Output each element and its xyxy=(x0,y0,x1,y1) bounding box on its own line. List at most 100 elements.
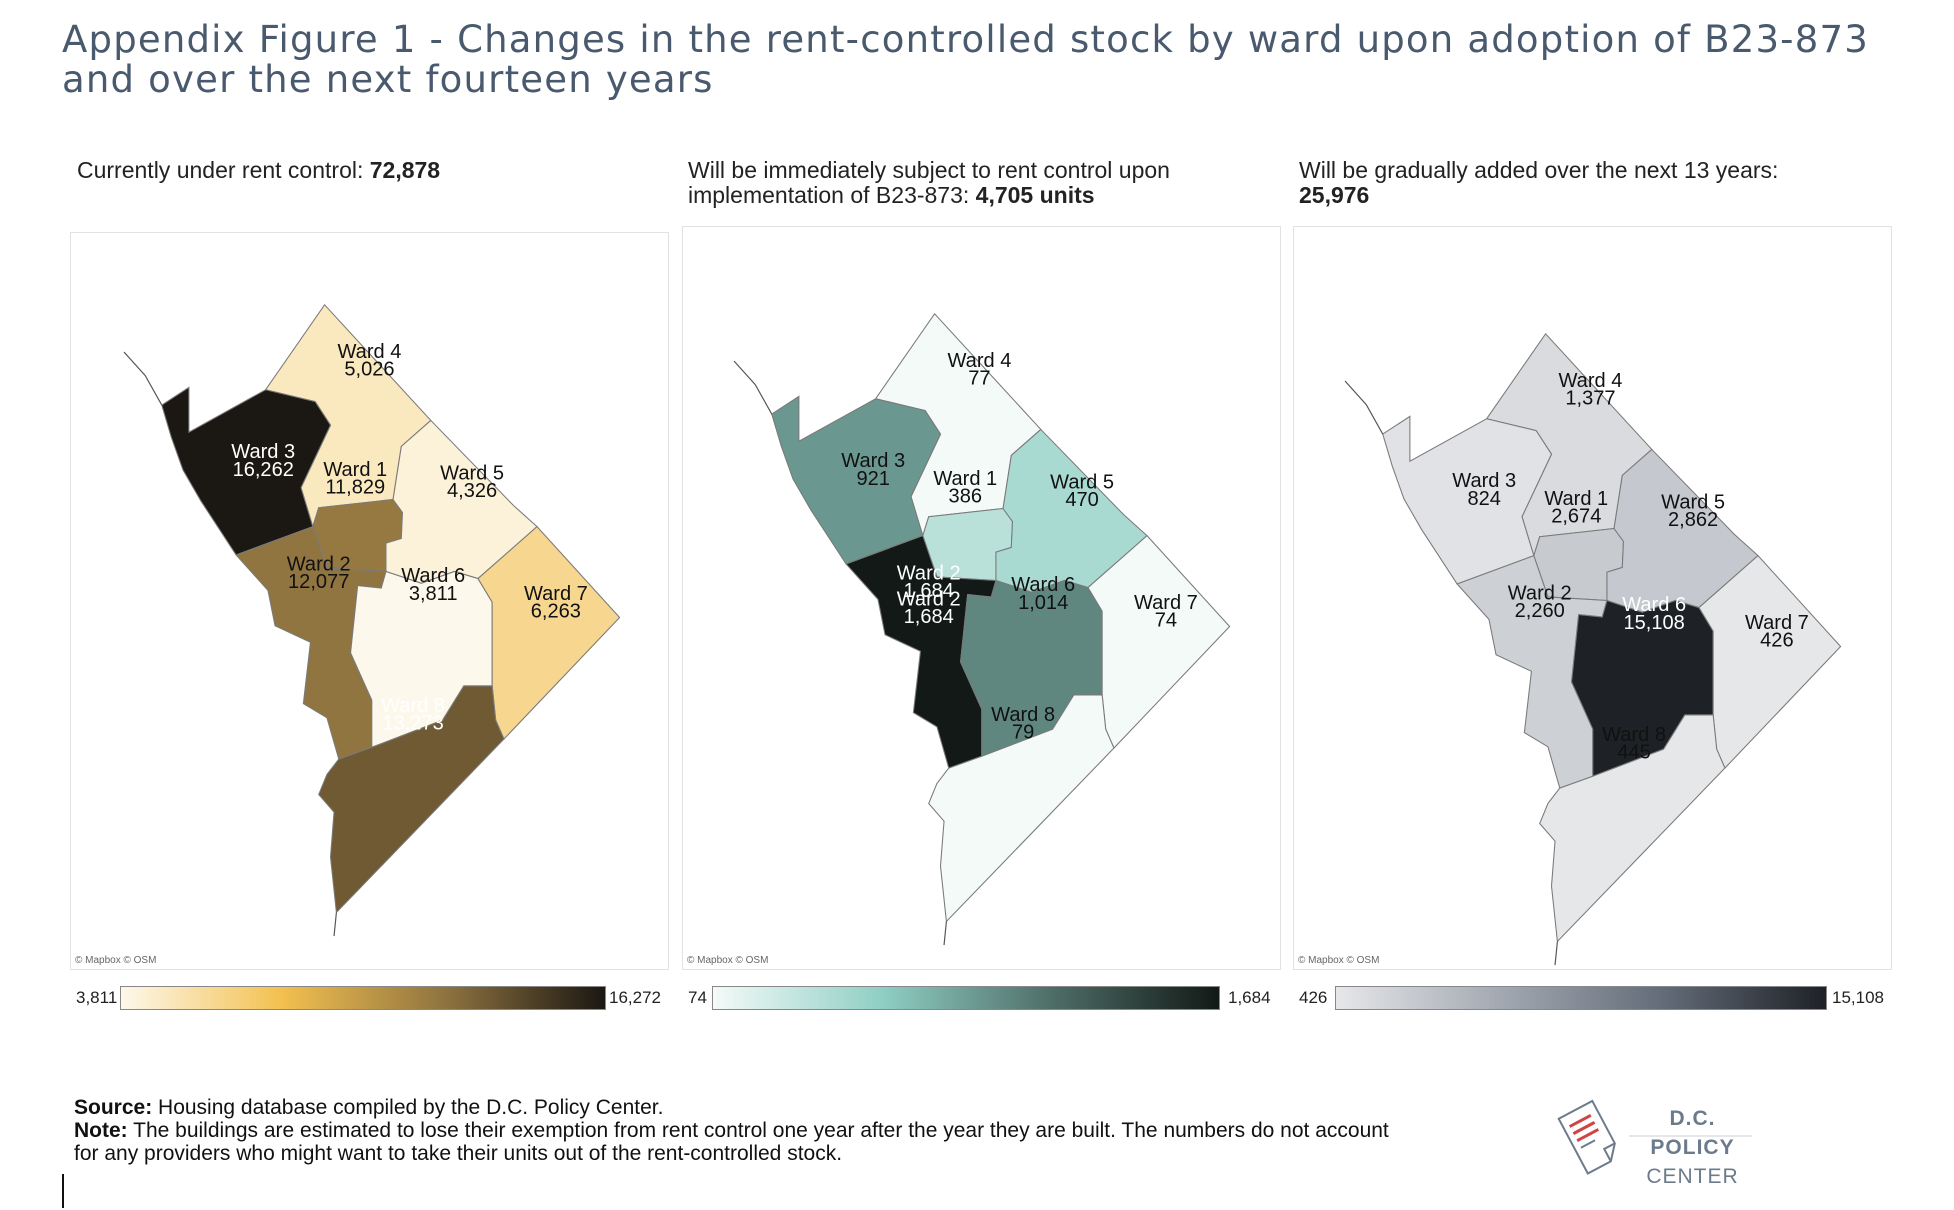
ward-label: Ward 2 1,684 xyxy=(897,588,961,628)
ward-region-ward-8[interactable] xyxy=(318,685,505,914)
ward-name: Ward 1 xyxy=(323,459,387,481)
ward-region-ward-3[interactable] xyxy=(161,386,332,556)
panel-2-title-prefix: Will be immediately subject to rent cont… xyxy=(688,157,1170,208)
panel-2-total: 4,705 units xyxy=(975,182,1095,208)
ward-value: 74 xyxy=(1155,610,1177,632)
ward-value: 386 xyxy=(949,486,982,508)
legend-1: 3,811 16,272 xyxy=(76,986,666,1010)
panel-3-total: 25,976 xyxy=(1299,182,1370,208)
ward-value: 77 xyxy=(968,368,990,390)
ward-region-ward-3[interactable] xyxy=(771,395,942,565)
ward-label: Ward 7 426 xyxy=(1745,612,1809,652)
map-panel-3[interactable]: Ward 4 1,377 Ward 3 824 Ward 1 2,674 Ward 5 2,8… xyxy=(1293,226,1892,970)
ward-label: Ward 4 5,026 xyxy=(338,341,402,381)
ward-value: 921 xyxy=(857,468,890,490)
ward-name: Ward 4 xyxy=(1559,370,1623,392)
ward-value: 11,829 xyxy=(325,477,385,499)
ward-label: Ward 6 1,014 xyxy=(1011,574,1075,614)
ward-name: Ward 7 xyxy=(524,583,588,605)
note-line: Note: The buildings are estimated to los… xyxy=(74,1119,1414,1165)
map-panel-1[interactable]: Ward 4 5,026 Ward 3 16,262 Ward 1 11,829 Ward … xyxy=(70,232,669,970)
river-line xyxy=(123,351,337,937)
river-line xyxy=(1344,380,1558,966)
panel-2-title: Will be immediately subject to rent cont… xyxy=(688,158,1248,208)
ward-name: Ward 2 xyxy=(287,553,351,575)
ward-label: Ward 5 470 xyxy=(1050,471,1114,511)
ward-region-ward-8[interactable] xyxy=(1539,714,1726,943)
ward-name: Ward 3 xyxy=(1452,470,1516,492)
ward-name: Ward 8 xyxy=(1602,724,1666,746)
map-1-attribution: © Mapbox © OSM xyxy=(75,955,157,966)
ward-name: Ward 5 xyxy=(1050,471,1114,493)
ward-value: 79 xyxy=(1012,722,1034,744)
dc-policy-center-logo-icon xyxy=(1557,1099,1752,1175)
ward-value: 3,811 xyxy=(409,583,458,605)
text-cursor xyxy=(62,1174,64,1208)
ward-name: Ward 6 xyxy=(401,565,465,587)
ward-label: Ward 3 824 xyxy=(1452,470,1516,510)
ward-label: Ward 2 12,077 xyxy=(287,553,351,593)
ward-value: 6,263 xyxy=(531,601,581,623)
ward-label: Ward 4 77 xyxy=(948,350,1012,390)
map-panel-2[interactable]: Ward 4 77 Ward 3 921 Ward 1 386 Ward 5 470 Ward … xyxy=(682,226,1281,970)
ward-name: Ward 8 xyxy=(381,695,445,717)
ward-value: 2,674 xyxy=(1551,506,1601,528)
ward-value: 13,273 xyxy=(382,713,443,735)
ward-label: Ward 3 921 xyxy=(841,450,905,490)
ward-name: Ward 2 xyxy=(897,588,961,610)
legend-2-max: 1,684 xyxy=(1228,988,1271,1007)
ward-value: 445 xyxy=(1617,742,1650,764)
ward-label: Ward 8 445 xyxy=(1602,724,1666,764)
legend-2: 74 1,684 xyxy=(688,986,1278,1010)
ward-value: 16,262 xyxy=(233,459,294,481)
ward-label: Ward 1 11,829 xyxy=(323,459,387,499)
logo-line-1: D.C. POLICY xyxy=(1650,1107,1735,1159)
ward-name: Ward 8 xyxy=(991,704,1055,726)
source-label: Source: xyxy=(74,1096,153,1119)
ward-value: 2,260 xyxy=(1515,600,1565,622)
ward-name: Ward 3 xyxy=(231,441,295,463)
legend-1-min: 3,811 xyxy=(76,988,118,1007)
legend-3-max: 15,108 xyxy=(1832,988,1884,1007)
ward-label: Ward 1 2,674 xyxy=(1544,488,1608,528)
ward-name: Ward 6 xyxy=(1622,594,1686,616)
logo-line-2: CENTER xyxy=(1646,1165,1739,1188)
ward-value: 1,684 xyxy=(904,606,954,628)
logo-wordmark: D.C. POLICY CENTER xyxy=(1625,1104,1760,1191)
legend-3-color-ramp xyxy=(1335,986,1827,1010)
ward-name: Ward 1 xyxy=(1544,488,1608,510)
ward-label: Ward 6 3,811 xyxy=(401,565,465,605)
panel-1-title-prefix: Currently under rent control: xyxy=(77,157,370,183)
legend-3: 426 15,108 xyxy=(1299,986,1889,1010)
ward-label: Ward 7 6,263 xyxy=(524,583,588,623)
ward-value: 12,077 xyxy=(288,571,349,593)
source-text: Housing database compiled by the D.C. Po… xyxy=(152,1096,664,1119)
legend-3-min: 426 xyxy=(1299,988,1328,1007)
ward-label: Ward 5 2,862 xyxy=(1661,491,1725,531)
figure-title: Appendix Figure 1 - Changes in the rent-… xyxy=(62,18,1869,101)
ward-name: Ward 2 xyxy=(1508,582,1572,604)
ward-name: Ward 6 xyxy=(1011,574,1075,596)
ward-value: 15,108 xyxy=(1623,612,1684,634)
ward-value: 1,014 xyxy=(1018,592,1068,614)
map-2-attribution: © Mapbox © OSM xyxy=(687,955,769,966)
ward-label: Ward 4 1,377 xyxy=(1559,370,1623,410)
ward-region-ward-3[interactable] xyxy=(1382,415,1553,585)
ward-label: Ward 6 15,108 xyxy=(1622,594,1686,634)
panel-3-title-prefix: Will be gradually added over the next 13… xyxy=(1299,157,1779,183)
ward-value: 824 xyxy=(1468,488,1501,510)
footer-notes: Source: Housing database compiled by the… xyxy=(74,1096,1414,1165)
legend-1-max: 16,272 xyxy=(609,988,661,1007)
panel-1-total: 72,878 xyxy=(369,157,441,183)
ward-label: Ward 1 386 xyxy=(933,468,997,508)
ward-value: 426 xyxy=(1760,630,1793,652)
ward-label: Ward 2 2,260 xyxy=(1508,582,1572,622)
note-text: The buildings are estimated to lose thei… xyxy=(74,1119,1389,1165)
ward-value: 2,862 xyxy=(1668,509,1718,531)
ward-label: Ward 2 1,684 xyxy=(897,562,961,602)
ward-name: Ward 2 xyxy=(897,562,961,584)
ward-region-ward-8[interactable] xyxy=(928,694,1115,923)
ward-name: Ward 5 xyxy=(1661,491,1725,513)
ward-label: Ward 5 4,326 xyxy=(440,462,504,502)
